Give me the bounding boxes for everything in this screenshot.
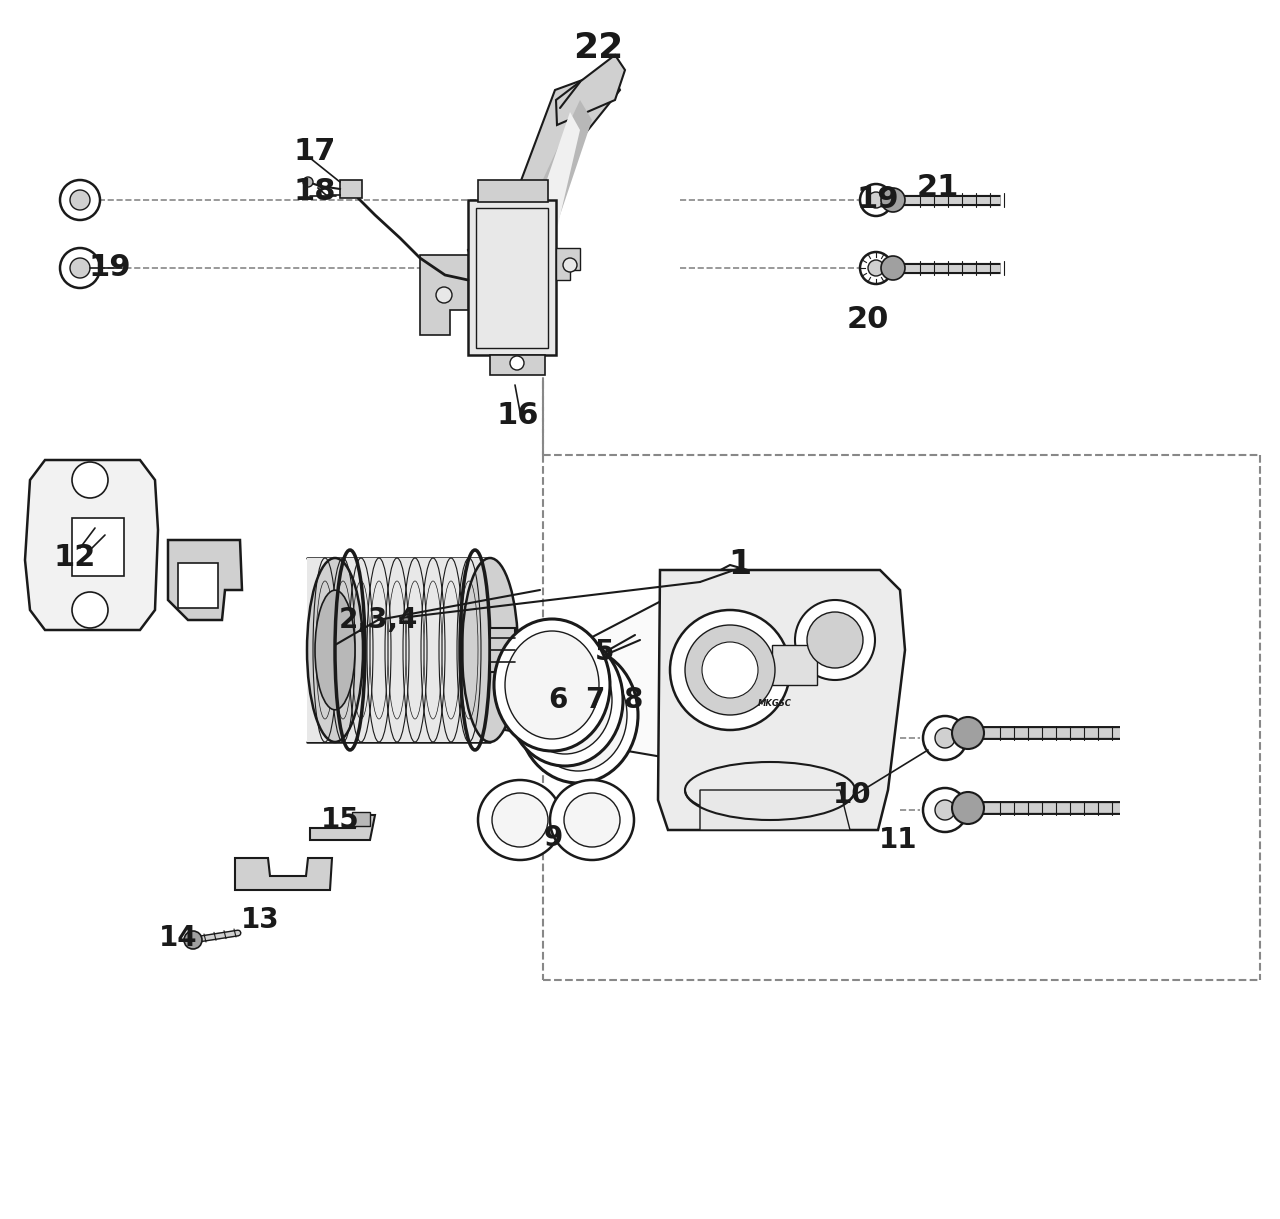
Circle shape xyxy=(860,252,892,284)
Ellipse shape xyxy=(307,558,364,742)
Text: 22: 22 xyxy=(573,30,623,65)
Circle shape xyxy=(303,177,314,187)
Ellipse shape xyxy=(529,659,627,770)
Polygon shape xyxy=(236,858,332,890)
Polygon shape xyxy=(506,564,790,759)
Circle shape xyxy=(685,625,774,716)
Polygon shape xyxy=(512,112,580,258)
Bar xyxy=(340,180,362,197)
Text: 20: 20 xyxy=(847,306,890,334)
Circle shape xyxy=(669,610,790,730)
Circle shape xyxy=(868,193,884,208)
Text: 12: 12 xyxy=(54,544,96,573)
Polygon shape xyxy=(168,540,242,620)
Ellipse shape xyxy=(564,794,620,847)
Text: 21: 21 xyxy=(916,173,959,202)
Circle shape xyxy=(70,190,90,210)
Circle shape xyxy=(563,258,577,272)
Ellipse shape xyxy=(477,780,562,859)
Ellipse shape xyxy=(507,634,623,766)
Polygon shape xyxy=(468,69,620,295)
Text: 6: 6 xyxy=(548,686,568,714)
Text: MKGSC: MKGSC xyxy=(758,698,792,707)
Circle shape xyxy=(881,188,905,212)
Circle shape xyxy=(60,247,100,288)
Polygon shape xyxy=(420,255,468,335)
Circle shape xyxy=(860,184,892,216)
Circle shape xyxy=(70,258,90,278)
Polygon shape xyxy=(700,790,850,830)
Circle shape xyxy=(806,612,863,668)
Bar xyxy=(468,200,556,355)
Bar xyxy=(72,518,124,577)
Bar xyxy=(352,812,370,826)
Text: 18: 18 xyxy=(293,178,337,206)
Text: 7: 7 xyxy=(585,686,604,714)
Bar xyxy=(772,645,817,685)
Polygon shape xyxy=(310,816,375,840)
Circle shape xyxy=(952,717,984,748)
Polygon shape xyxy=(495,100,591,265)
Bar xyxy=(476,208,548,347)
Circle shape xyxy=(436,286,452,304)
Circle shape xyxy=(923,716,966,759)
Text: 5: 5 xyxy=(595,638,614,666)
Ellipse shape xyxy=(494,619,611,751)
Polygon shape xyxy=(556,247,580,280)
Circle shape xyxy=(795,600,876,680)
Text: 19: 19 xyxy=(856,185,900,215)
Ellipse shape xyxy=(315,590,355,709)
Polygon shape xyxy=(26,460,157,630)
Circle shape xyxy=(934,800,955,820)
Ellipse shape xyxy=(550,780,634,859)
Text: 11: 11 xyxy=(879,826,918,855)
Bar xyxy=(178,563,218,608)
Text: 8: 8 xyxy=(623,686,643,714)
Text: 10: 10 xyxy=(833,781,872,809)
Circle shape xyxy=(934,728,955,748)
Text: 19: 19 xyxy=(88,254,132,283)
Text: 16: 16 xyxy=(497,401,539,429)
Text: 14: 14 xyxy=(159,924,197,952)
Ellipse shape xyxy=(462,558,518,742)
Bar xyxy=(490,628,515,672)
Circle shape xyxy=(881,256,905,280)
Text: 15: 15 xyxy=(320,806,360,834)
Circle shape xyxy=(184,931,202,950)
Polygon shape xyxy=(556,55,625,126)
Bar xyxy=(477,180,548,202)
Ellipse shape xyxy=(518,646,612,755)
Ellipse shape xyxy=(492,794,548,847)
Circle shape xyxy=(72,462,108,499)
Circle shape xyxy=(60,180,100,219)
Text: 13: 13 xyxy=(241,906,279,934)
Circle shape xyxy=(868,260,884,275)
Text: 2,3,4: 2,3,4 xyxy=(338,606,417,634)
Bar xyxy=(307,558,490,742)
Circle shape xyxy=(923,787,966,833)
Text: 9: 9 xyxy=(544,824,563,852)
Circle shape xyxy=(72,592,108,628)
Ellipse shape xyxy=(506,631,599,739)
Circle shape xyxy=(701,642,758,698)
Ellipse shape xyxy=(518,647,637,783)
Text: 17: 17 xyxy=(294,138,337,167)
Text: 1: 1 xyxy=(728,549,751,581)
Circle shape xyxy=(509,356,524,371)
Ellipse shape xyxy=(685,762,855,818)
Circle shape xyxy=(952,792,984,824)
Polygon shape xyxy=(658,570,905,830)
Bar xyxy=(490,355,545,375)
